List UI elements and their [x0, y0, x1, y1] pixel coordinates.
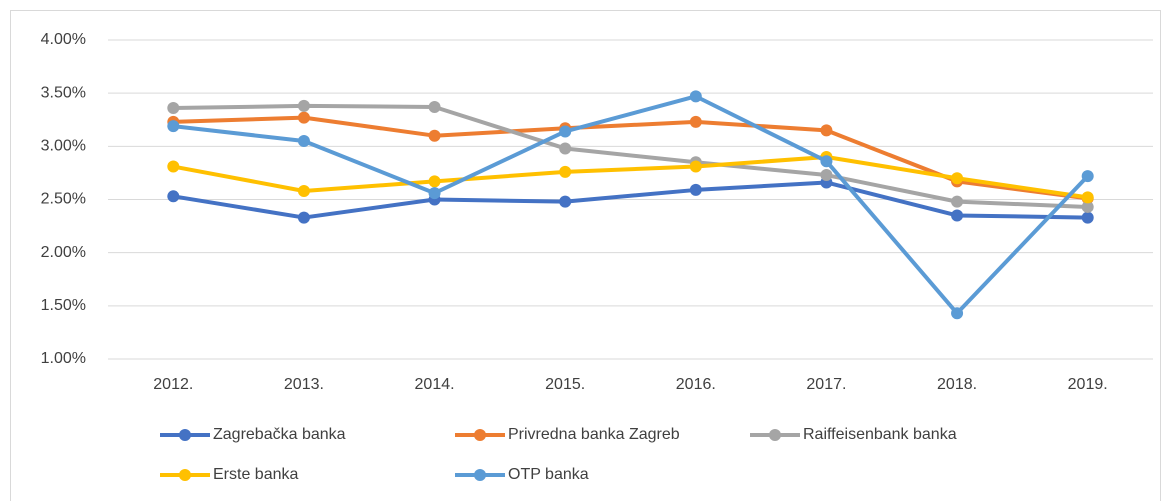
series-line	[172, 154, 1088, 200]
y-tick-label: 1.00%	[41, 350, 86, 367]
data-point	[297, 135, 310, 148]
data-point	[951, 172, 964, 185]
data-point	[297, 99, 310, 112]
data-point	[1081, 200, 1094, 213]
x-tick-label: 2018.	[937, 376, 977, 393]
data-point	[951, 195, 964, 208]
data-point	[689, 160, 702, 173]
x-tick-label: 2019.	[1068, 376, 1108, 393]
data-point	[428, 100, 441, 113]
y-tick-label: 2.50%	[41, 191, 86, 208]
data-point	[689, 183, 702, 196]
data-point	[689, 90, 702, 103]
data-point	[297, 211, 310, 224]
data-point	[820, 169, 833, 182]
data-point	[428, 187, 441, 200]
data-point	[167, 120, 180, 133]
legend-label: Erste banka	[213, 466, 298, 483]
data-point	[951, 307, 964, 320]
data-point	[1081, 211, 1094, 224]
data-point	[559, 142, 572, 155]
legend-marker	[474, 429, 486, 441]
data-point	[559, 195, 572, 208]
x-tick-label: 2017.	[806, 376, 846, 393]
legend-label: Privredna banka Zagreb	[508, 426, 680, 443]
legend-label: OTP banka	[508, 466, 589, 483]
x-tick-label: 2012.	[153, 376, 193, 393]
data-point	[167, 102, 180, 115]
y-tick-label: 4.00%	[41, 31, 86, 48]
y-tick-label: 2.00%	[41, 244, 86, 261]
legend-marker	[179, 469, 191, 481]
y-tick-label: 3.00%	[41, 138, 86, 155]
legend-label: Raiffeisenbank banka	[803, 426, 957, 443]
series-line	[173, 103, 1088, 209]
series-line	[173, 94, 1090, 316]
legend-marker	[474, 469, 486, 481]
legend-marker	[769, 429, 781, 441]
data-point	[689, 115, 702, 128]
data-point	[428, 175, 441, 188]
data-point	[297, 184, 310, 197]
series-line	[172, 180, 1088, 220]
data-point	[167, 190, 180, 203]
x-tick-label: 2016.	[676, 376, 716, 393]
x-tick-label: 2015.	[545, 376, 585, 393]
y-tick-label: 3.50%	[41, 84, 86, 101]
data-point	[428, 129, 441, 142]
data-point	[951, 209, 964, 222]
data-point	[297, 111, 310, 124]
data-point	[559, 165, 572, 178]
data-point	[1081, 191, 1094, 204]
x-tick-label: 2013.	[284, 376, 324, 393]
data-point	[559, 125, 572, 138]
x-tick-label: 2014.	[415, 376, 455, 393]
data-point	[820, 155, 833, 168]
data-point	[820, 124, 833, 137]
y-tick-label: 1.50%	[41, 297, 86, 314]
data-point	[1081, 170, 1094, 183]
data-point	[167, 160, 180, 173]
legend-marker	[179, 429, 191, 441]
chart-frame	[10, 10, 1161, 501]
legend-label: Zagrebačka banka	[213, 426, 346, 443]
